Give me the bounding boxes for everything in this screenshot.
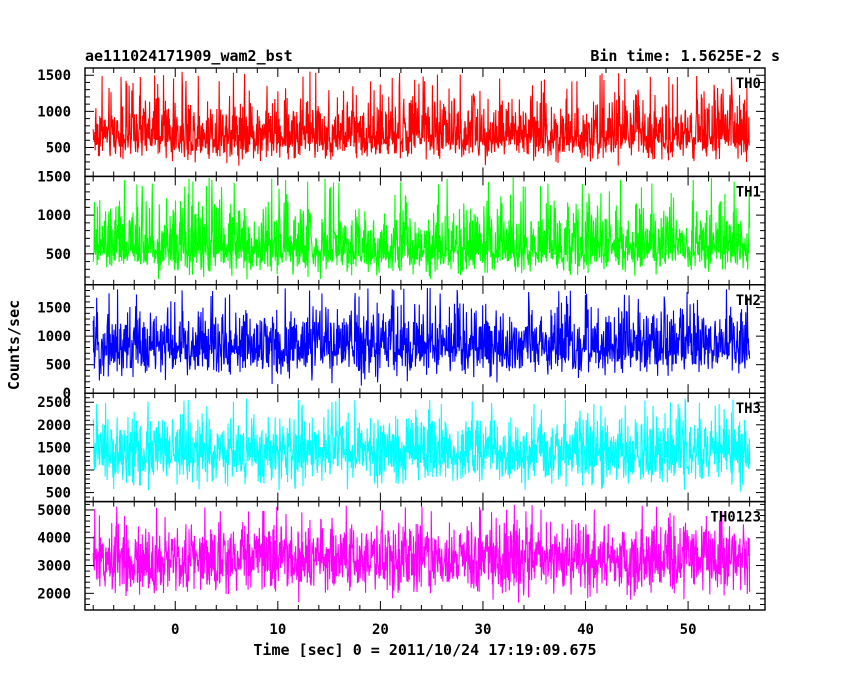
y-tick-label: 2000 (37, 418, 71, 434)
series-line-th1 (92, 177, 751, 280)
y-tick-label: 1500 (37, 68, 71, 84)
y-tick-label: 1500 (37, 440, 71, 456)
y-tick-label: 1500 (37, 169, 71, 185)
channel-label: TH0 (736, 76, 761, 92)
x-tick-label: 40 (577, 622, 594, 638)
x-tick-label: 10 (269, 622, 286, 638)
y-tick-label: 500 (46, 358, 71, 374)
y-tick-label: 1000 (37, 463, 71, 479)
series-line-th2 (92, 287, 751, 386)
x-tick-labels: 0 10 20 30 40 50 (171, 622, 696, 638)
y-tick-label: 3000 (37, 559, 71, 575)
y-tick-label: 0 (63, 386, 71, 402)
panels-group: 500 1000 1500 TH0 500 1000 1500 TH1 0 500 1000 1500… (37, 67, 766, 611)
panel-th0123: 2000 3000 4000 5000 TH0123 (37, 500, 766, 611)
x-tick-label: 0 (171, 622, 179, 638)
chart-subtitle: Bin time: 1.5625E-2 s (590, 47, 780, 65)
x-tick-label: 30 (475, 622, 492, 638)
y-tick-label: 4000 (37, 531, 71, 547)
y-tick-label: 1000 (37, 329, 71, 345)
y-tick-label: 500 (46, 486, 71, 502)
y-tick-label: 1000 (37, 104, 71, 120)
chart-title: ae111024171909_wam2_bst (85, 47, 293, 65)
channel-label: TH0123 (710, 510, 761, 526)
x-tick-label: 20 (372, 622, 389, 638)
panel-th2: 0 500 1000 1500 TH2 (37, 284, 766, 402)
y-tick-label: 500 (46, 247, 71, 263)
y-axis-label: Counts/sec (5, 300, 23, 390)
y-tick-label: 2500 (37, 395, 71, 411)
y-tick-label: 1000 (37, 208, 71, 224)
panel-frame (84, 500, 766, 611)
y-tick-label: 2000 (37, 586, 71, 602)
series-line-th0 (92, 71, 751, 166)
x-axis-label: Time [sec] 0 = 2011/10/24 17:19:09.675 (253, 641, 596, 659)
channel-label: TH1 (736, 184, 761, 200)
y-tick-label: 1500 (37, 301, 71, 317)
x-tick-label: 50 (680, 622, 697, 638)
panel-th1: 500 1000 1500 TH1 (37, 169, 766, 286)
panel-th0: 500 1000 1500 TH0 (37, 67, 766, 178)
panel-frame (84, 284, 766, 394)
y-tick-label: 500 (46, 140, 71, 156)
channel-label: TH3 (736, 401, 761, 417)
channel-label: TH2 (736, 293, 761, 309)
series-line-th0123 (92, 504, 751, 603)
y-tick-label: 5000 (37, 503, 71, 519)
series-line-th3 (92, 398, 751, 492)
panel-th3: 500 1000 1500 2000 2500 TH3 (37, 392, 766, 503)
